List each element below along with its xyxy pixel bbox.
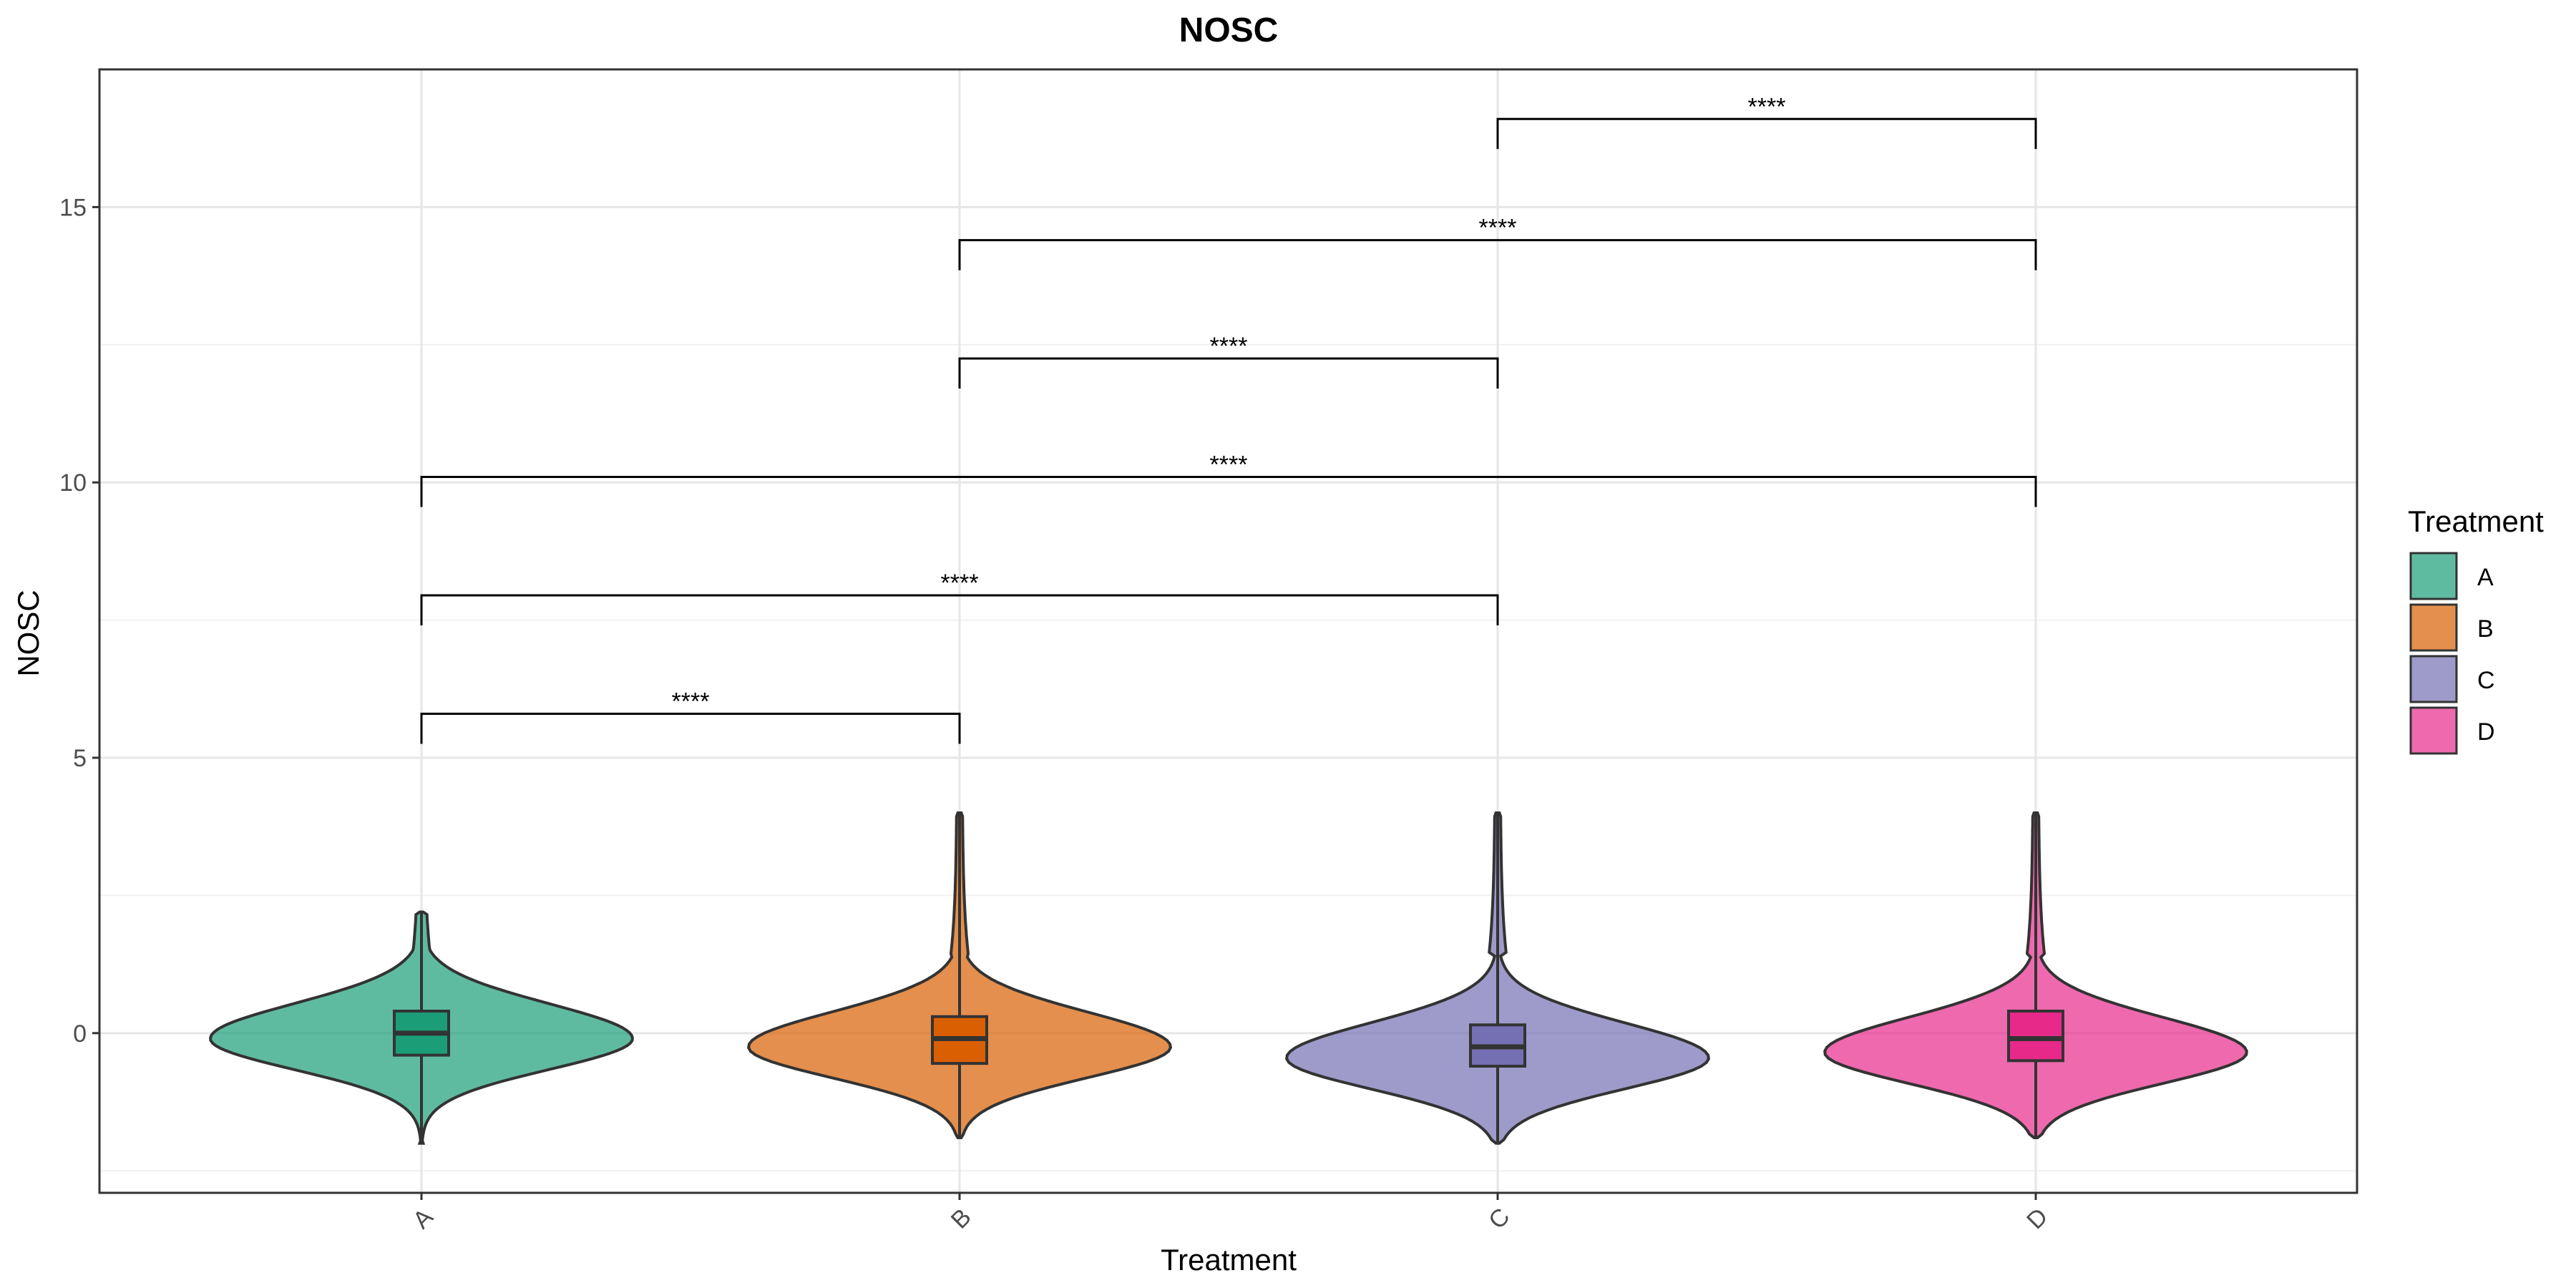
x-axis-title: Treatment (1161, 1243, 1297, 1277)
chart-title: NOSC (1179, 11, 1279, 49)
significance-bracket (1496, 117, 2037, 150)
x-tick-label: D (2021, 1203, 2053, 1234)
significance-label: **** (1748, 93, 1786, 120)
significance-label: **** (1479, 215, 1517, 242)
x-tick-label: B (946, 1204, 977, 1234)
significance-bracket (958, 239, 2037, 270)
legend-key-d (2409, 706, 2458, 755)
y-tick-label: 0 (73, 1020, 87, 1048)
y-tick-label: 15 (59, 194, 87, 221)
y-axis-title: NOSC (11, 590, 45, 676)
significance-label: **** (672, 688, 710, 715)
legend-label-b: B (2477, 615, 2494, 643)
panel-border (98, 68, 2358, 1194)
legend-key-c (2409, 655, 2458, 703)
box-d (2007, 1010, 2064, 1063)
legend-key-b (2409, 603, 2458, 652)
legend-label-c: C (2477, 667, 2495, 694)
significance-bracket (420, 476, 2037, 507)
significance-label: **** (941, 570, 979, 597)
significance-bracket (420, 594, 1499, 625)
y-tick-label: 5 (73, 745, 87, 772)
legend-title: Treatment (2408, 504, 2544, 538)
legend-label-a: A (2477, 564, 2494, 591)
significance-label: **** (1210, 333, 1248, 360)
plot-area: 0 5 10 15 **** **** **** **** **** **** A B C D (59, 68, 2358, 1234)
y-tick-label: 10 (59, 469, 87, 497)
x-tick-label: A (408, 1204, 439, 1234)
legend-label-d: D (2477, 718, 2495, 746)
x-tick-label: C (1483, 1203, 1515, 1234)
legend-key-a (2409, 552, 2458, 600)
significance-bracket (958, 357, 1499, 389)
significance-bracket (420, 712, 961, 744)
significance-label: **** (1210, 452, 1248, 479)
